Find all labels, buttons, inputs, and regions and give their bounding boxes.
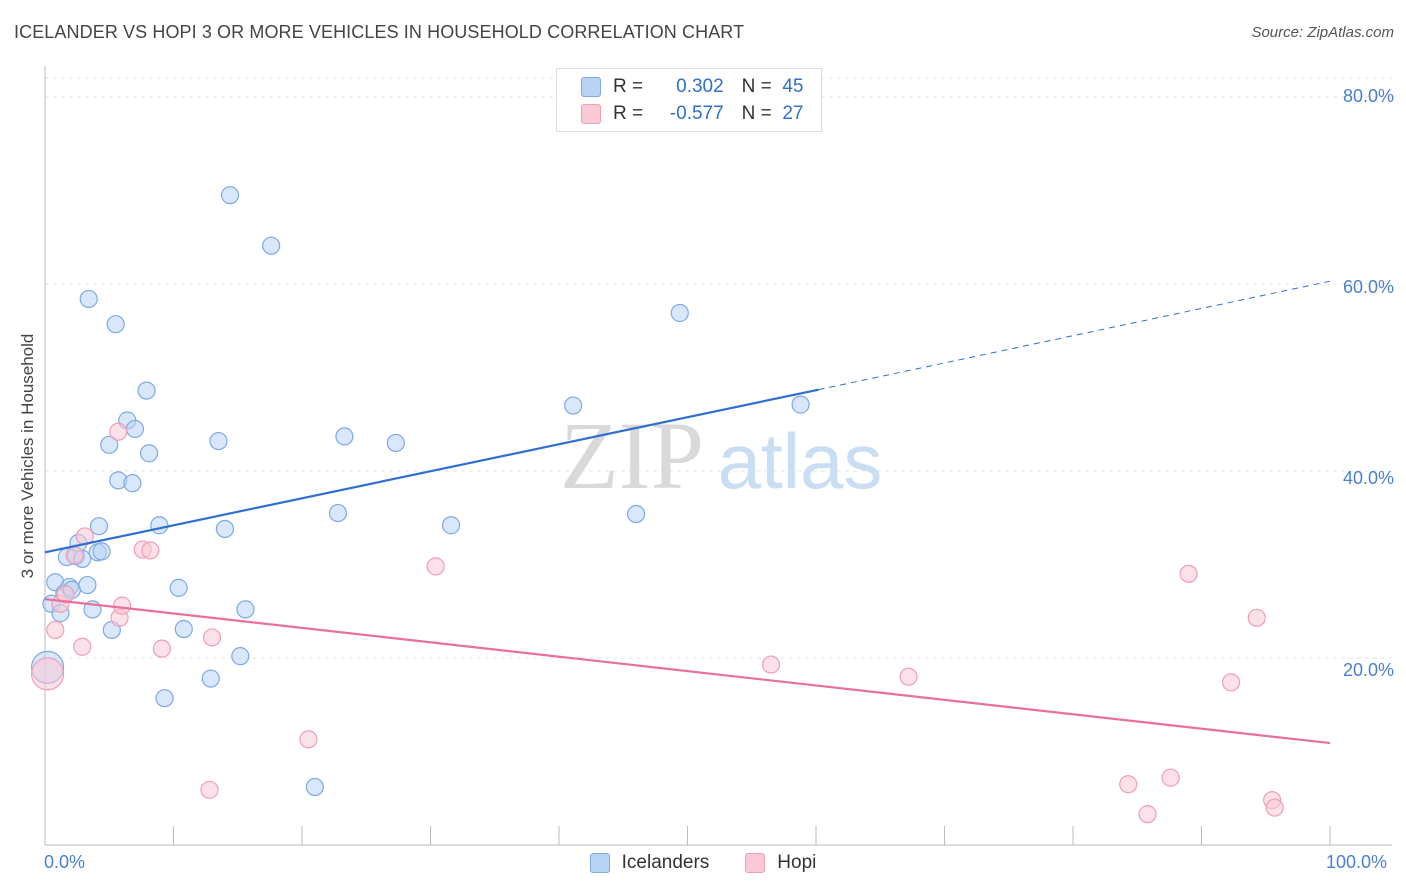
hopi-point — [200, 780, 219, 799]
icelander-point — [220, 186, 240, 205]
hopi-point — [1221, 673, 1241, 692]
hopi-point — [202, 628, 222, 647]
hopi-swatch — [581, 104, 601, 124]
x-tick-0: 0.0% — [44, 852, 86, 872]
icelander-point — [174, 619, 193, 639]
icelander-point — [106, 315, 125, 334]
icelander-point — [386, 433, 405, 453]
hopi-points — [30, 422, 1284, 824]
correlation-legend: R = 0.302 N = 45 R = -0.577 N = 27 — [556, 68, 822, 132]
hopi-point — [73, 637, 92, 656]
hopi-point — [761, 655, 781, 674]
hopi-legend-swatch — [745, 853, 766, 873]
hopi-n-value: 27 — [782, 103, 804, 124]
y-tick-20: 20.0% — [1342, 660, 1394, 680]
hopi-point — [1119, 775, 1138, 794]
hopi-point — [1138, 805, 1157, 824]
hopi-r-value: -0.577 — [669, 103, 724, 124]
hopi-point — [1265, 798, 1284, 817]
icelander-point — [626, 504, 646, 524]
hopi-point — [65, 546, 84, 565]
x-tick-100: 100.0% — [1326, 852, 1388, 872]
icelander-point — [89, 517, 109, 536]
icelanders-legend-label: Icelanders — [621, 852, 710, 873]
n-label: N = — [741, 103, 772, 124]
icelanders-trend-line — [44, 388, 819, 554]
icelander-point — [150, 516, 169, 535]
icelanders-n-value: 45 — [782, 76, 804, 97]
icelander-point — [335, 427, 354, 446]
chart-title: ICELANDER VS HOPI 3 OR MORE VEHICLES IN … — [14, 22, 745, 42]
legend-row-hopi: R = -0.577 N = 27 — [581, 100, 803, 128]
icelander-point — [92, 542, 111, 561]
icelanders-trend-extension — [818, 280, 1331, 391]
y-tick-80: 80.0% — [1342, 86, 1394, 106]
hopi-point — [56, 585, 75, 604]
legend-item-icelanders[interactable]: Icelanders — [589, 852, 710, 874]
y-axis-label: 3 or more Vehicles in Household — [18, 333, 37, 579]
icelander-point — [100, 435, 119, 454]
icelander-point — [670, 303, 689, 323]
hopi-point — [141, 541, 160, 560]
axes — [44, 66, 1392, 846]
icelander-point — [79, 289, 98, 309]
hopi-point — [1161, 768, 1180, 787]
icelander-point — [125, 419, 145, 439]
icelander-point — [231, 647, 250, 666]
hopi-point — [30, 657, 65, 691]
icelander-point — [441, 516, 461, 535]
hopi-point — [112, 596, 132, 615]
hopi-trend-line — [44, 598, 1331, 745]
series-legend: Icelanders Hopi — [0, 852, 1406, 874]
legend-item-hopi[interactable]: Hopi — [745, 852, 816, 874]
legend-row-icelanders: R = 0.302 N = 45 — [581, 73, 803, 101]
hopi-legend-label: Hopi — [777, 852, 817, 873]
hopi-point — [1247, 608, 1266, 627]
icelander-point — [78, 575, 97, 595]
icelanders-r-value: 0.302 — [676, 76, 724, 97]
icelanders-legend-swatch — [589, 853, 610, 873]
r-label: R = — [613, 76, 644, 97]
icelander-point — [169, 578, 188, 597]
icelander-point — [139, 444, 159, 463]
n-label: N = — [741, 76, 772, 97]
icelander-point — [209, 431, 228, 451]
icelander-point — [137, 381, 156, 400]
watermark: ZIP atlas — [560, 402, 882, 509]
hopi-point — [152, 639, 172, 658]
hopi-point — [1179, 564, 1198, 583]
watermark-atlas: atlas — [718, 417, 883, 505]
trend-lines — [44, 280, 1331, 745]
hopi-point — [899, 667, 918, 686]
icelanders-swatch — [581, 77, 601, 97]
source-credit: Source: ZipAtlas.com — [1251, 24, 1394, 41]
icelander-point — [215, 519, 234, 539]
icelander-point — [123, 474, 142, 493]
icelander-point — [262, 236, 281, 255]
r-label: R = — [613, 103, 644, 124]
hopi-point — [109, 422, 128, 441]
icelander-point — [155, 689, 174, 708]
icelander-point — [564, 396, 583, 415]
hopi-point — [46, 620, 65, 640]
icelander-point — [236, 600, 255, 619]
icelander-point — [305, 777, 324, 797]
y-tick-40: 40.0% — [1342, 468, 1394, 488]
icelander-point — [791, 395, 810, 414]
hopi-point — [426, 557, 445, 576]
icelander-point — [201, 669, 220, 688]
y-tick-60: 60.0% — [1342, 277, 1394, 297]
icelander-point — [328, 503, 348, 523]
hopi-point — [299, 730, 318, 749]
